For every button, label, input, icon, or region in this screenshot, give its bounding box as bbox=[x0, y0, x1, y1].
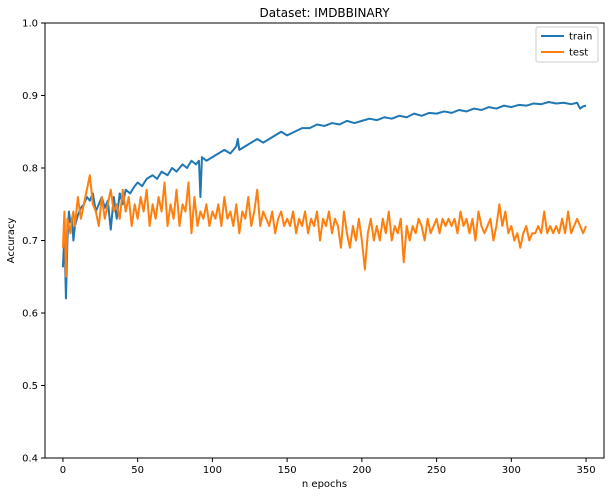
x-tick-label: 250 bbox=[427, 465, 446, 476]
y-tick-label: 0.7 bbox=[22, 236, 38, 247]
y-axis-label: Accuracy bbox=[6, 218, 17, 264]
y-tick-label: 0.4 bbox=[22, 454, 38, 465]
legend: train test bbox=[535, 26, 599, 63]
x-tick-label: 200 bbox=[352, 465, 371, 476]
x-tick-label: 100 bbox=[203, 465, 222, 476]
x-tick-label: 150 bbox=[278, 465, 297, 476]
x-tick-label: 50 bbox=[131, 465, 144, 476]
y-axis: 0.4 0.5 0.6 0.7 0.8 0.9 1.0 bbox=[22, 19, 45, 465]
x-axis: 0 50 100 150 200 250 300 350 bbox=[60, 458, 596, 476]
y-tick-label: 0.9 bbox=[22, 91, 38, 102]
legend-label-test: test bbox=[569, 48, 588, 59]
y-tick-label: 1.0 bbox=[22, 19, 38, 30]
y-tick-label: 0.8 bbox=[22, 164, 38, 175]
x-axis-label: n epochs bbox=[302, 479, 347, 490]
series-layer bbox=[61, 101, 587, 300]
y-tick-label: 0.5 bbox=[22, 381, 38, 392]
chart-title: Dataset: IMDBBINARY bbox=[259, 6, 390, 20]
legend-label-train: train bbox=[569, 32, 592, 43]
y-tick-label: 0.6 bbox=[22, 309, 38, 320]
x-tick-label: 300 bbox=[502, 465, 521, 476]
series-line-test bbox=[61, 174, 587, 278]
x-tick-label: 0 bbox=[60, 465, 66, 476]
x-tick-label: 350 bbox=[577, 465, 596, 476]
